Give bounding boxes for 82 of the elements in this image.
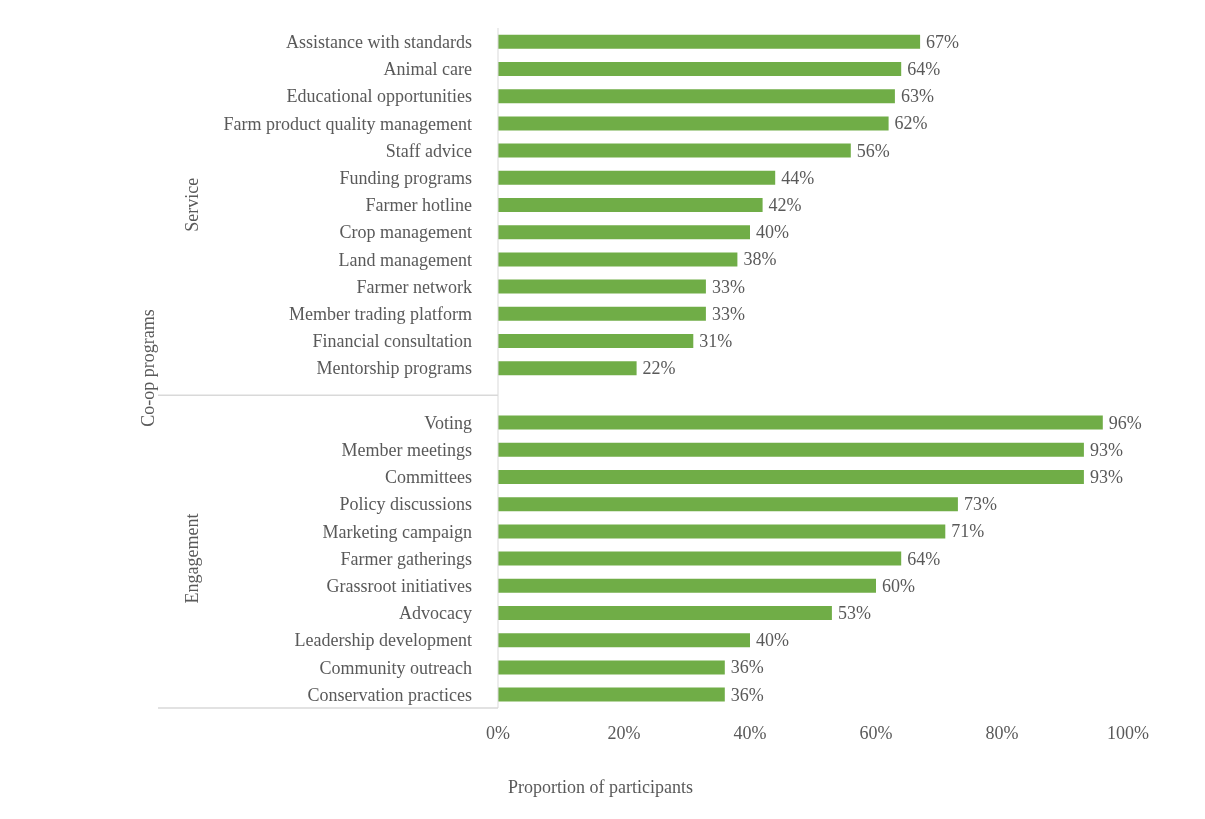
bar <box>498 415 1103 430</box>
x-tick-label: 60% <box>859 722 893 743</box>
data-label: 33% <box>711 276 745 297</box>
y-tick-label: Advocacy <box>399 603 472 624</box>
data-label: 96% <box>1108 412 1142 433</box>
bar <box>498 170 776 185</box>
bar <box>498 116 889 131</box>
x-tick-label: 0% <box>486 722 510 743</box>
y-tick-label: Conservation practices <box>307 684 472 705</box>
y-tick-label: Crop management <box>339 222 472 243</box>
y-tick-label: Financial consultation <box>312 331 472 352</box>
bar <box>498 497 958 512</box>
y-tick-label: Land management <box>338 249 472 270</box>
y-tick-label: Farm product quality management <box>223 113 472 134</box>
bar <box>498 633 750 648</box>
data-label: 93% <box>1089 467 1123 487</box>
data-label: 93% <box>1089 439 1123 460</box>
bar <box>498 442 1084 457</box>
y-tick-label: Assistance with standards <box>286 31 472 52</box>
data-label: 31% <box>699 331 733 351</box>
data-label: 40% <box>756 630 789 651</box>
data-label: 56% <box>856 140 890 161</box>
y-tick-label: Member trading platform <box>289 303 472 324</box>
bar <box>498 198 763 212</box>
data-label: 42% <box>768 195 802 215</box>
y-tick-label: Farmer hotline <box>365 195 472 216</box>
text: Service <box>182 177 202 232</box>
text: Engagement <box>182 513 202 604</box>
y-tick-label: Member meetings <box>341 439 472 460</box>
y-tick-label: Grassroot initiatives <box>326 575 472 596</box>
x-tick-label: 80% <box>985 722 1019 743</box>
data-label: 73% <box>963 494 997 515</box>
bar <box>498 252 738 267</box>
bar <box>498 687 725 702</box>
bar <box>498 143 851 158</box>
bar <box>498 551 902 566</box>
bar <box>498 660 725 675</box>
bar <box>498 470 1084 484</box>
data-label: 62% <box>894 113 928 134</box>
y-tick-label: Policy discussions <box>339 494 472 515</box>
data-label: 44% <box>781 167 815 188</box>
bar <box>498 306 706 321</box>
bar <box>498 34 921 49</box>
y-tick-label: Animal care <box>383 59 473 80</box>
bar <box>498 606 832 620</box>
x-tick-label: 40% <box>733 722 767 743</box>
data-label: 38% <box>743 249 777 270</box>
y-tick-label: Leadership development <box>294 630 472 651</box>
bar <box>498 225 750 240</box>
y-tick-label: Farmer gatherings <box>340 548 472 569</box>
y-axis-title: Co-op programs <box>138 309 159 427</box>
bar <box>498 334 694 348</box>
bar <box>498 279 706 294</box>
y-tick-label: Committees <box>385 467 472 488</box>
data-label: 67% <box>926 31 960 52</box>
data-label: 64% <box>907 548 941 569</box>
data-label: 63% <box>900 86 934 107</box>
y-tick-label: Mentorship programs <box>316 358 472 379</box>
data-label: 22% <box>642 358 676 379</box>
y-tick-label: Farmer network <box>356 276 472 297</box>
data-label: 71% <box>951 521 985 542</box>
x-tick-label: 20% <box>607 722 641 743</box>
data-label: 53% <box>837 603 871 623</box>
bar <box>498 62 902 76</box>
data-label: 36% <box>730 657 764 678</box>
data-label: 33% <box>711 303 745 324</box>
y-tick-label: Staff advice <box>385 140 472 161</box>
y-tick-label: Community outreach <box>319 657 472 678</box>
bar <box>498 89 895 104</box>
bar <box>498 361 637 376</box>
x-tick-label: 100% <box>1107 722 1149 743</box>
x-axis-title: Proportion of participants <box>508 777 693 797</box>
bar <box>498 524 946 539</box>
data-label: 36% <box>730 684 764 705</box>
y-tick-label: Marketing campaign <box>322 521 472 542</box>
bar <box>498 578 876 593</box>
y-tick-label: Funding programs <box>339 167 472 188</box>
data-label: 60% <box>882 575 915 596</box>
data-label: 40% <box>756 222 789 243</box>
y-tick-label: Educational opportunities <box>286 86 472 107</box>
data-label: 64% <box>907 59 941 79</box>
y-tick-label: Voting <box>424 412 472 433</box>
